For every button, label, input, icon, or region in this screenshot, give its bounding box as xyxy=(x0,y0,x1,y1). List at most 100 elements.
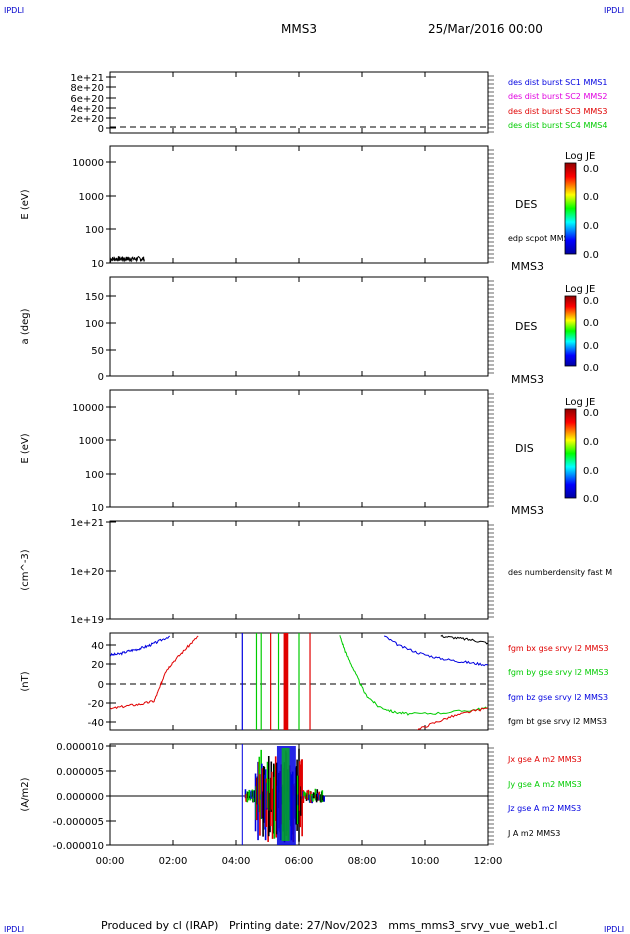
x-tick-label: 12:00 xyxy=(474,856,503,867)
y-tick-label: 100 xyxy=(85,225,104,236)
y-axis-label: (nT) xyxy=(20,671,31,691)
y-tick-label: 8e+20 xyxy=(70,83,104,94)
corner-label-br: IPDLI xyxy=(604,925,625,934)
colorbar-2 xyxy=(564,295,577,367)
y-tick-label: 10000 xyxy=(72,158,104,169)
y-tick-label: 0.000000 xyxy=(56,792,104,803)
overlay-label: edp scpot MMS3 xyxy=(508,234,574,243)
x-tick-label: 04:00 xyxy=(222,856,251,867)
y-tick-label: -20 xyxy=(88,699,104,710)
y-tick-label: 50 xyxy=(91,346,104,357)
colorbar-3 xyxy=(564,408,577,499)
current-core-block xyxy=(281,748,290,841)
y-tick-label: -0.000010 xyxy=(53,841,104,852)
y-tick-label: 0 xyxy=(98,680,104,691)
y-axis-label: a (deg) xyxy=(20,308,31,344)
y-tick-label: 40 xyxy=(91,641,104,652)
y-tick-label: 1e+21 xyxy=(70,518,104,529)
colorbar-tick-label: 0.0 xyxy=(583,192,599,203)
y-tick-label: 100 xyxy=(85,470,104,481)
colorbar-title: Log JE xyxy=(565,151,595,162)
legend-entry: Jz gse A m2 MMS3 xyxy=(507,804,581,813)
x-tick-label: 08:00 xyxy=(348,856,377,867)
instrument-label: DIS xyxy=(515,442,534,455)
spacecraft-label: MMS3 xyxy=(511,504,544,517)
legend-entry: J A m2 MMS3 xyxy=(507,829,560,838)
colorbar-tick-label: 0.0 xyxy=(583,318,599,329)
x-tick-label: 00:00 xyxy=(96,856,125,867)
y-axis-label: E (eV) xyxy=(20,433,31,463)
legend-entry: des dist burst SC1 MMS1 xyxy=(508,78,607,87)
field-series-3 xyxy=(440,634,488,645)
colorbar-tick-label: 0.0 xyxy=(583,341,599,352)
y-tick-label: 1e+20 xyxy=(70,567,104,578)
y-tick-label: 1000 xyxy=(79,192,104,203)
colorbar-title: Log JE xyxy=(565,397,595,408)
y-tick-label: 10 xyxy=(91,259,104,270)
y-tick-label: 100 xyxy=(85,319,104,330)
footer-produced-by: Produced by cl (IRAP) xyxy=(101,919,219,932)
x-tick-label: 06:00 xyxy=(285,856,314,867)
field-series-0 xyxy=(110,635,171,657)
legend-entry: des numberdensity fast M xyxy=(508,568,612,577)
instrument-label: DES xyxy=(515,320,537,333)
y-tick-label: 0 xyxy=(98,372,104,383)
field-series-2 xyxy=(383,635,488,667)
y-axis-label: E (eV) xyxy=(20,189,31,219)
instrument-label: DES xyxy=(515,198,537,211)
corner-label-bl: IPDLI xyxy=(4,925,25,934)
colorbar-tick-label: 0.0 xyxy=(583,250,599,261)
corner-label-tl: IPDLI xyxy=(4,6,25,15)
footer-plot-id: mms_mms3_srvy_vue_web1.cl xyxy=(388,919,558,932)
y-tick-label: 1000 xyxy=(79,436,104,447)
colorbar-tick-label: 0.0 xyxy=(583,363,599,374)
panel-frame-5 xyxy=(109,520,489,620)
x-tick-label: 02:00 xyxy=(159,856,188,867)
y-tick-label: 1e+21 xyxy=(70,73,104,84)
footer-printing-date: Printing date: 27/Nov/2023 xyxy=(228,919,378,932)
y-tick-label: -0.000005 xyxy=(53,817,104,828)
legend-entry: fgm bz gse srvy l2 MMS3 xyxy=(508,693,608,702)
y-tick-label: 10 xyxy=(91,503,104,514)
scpot-series xyxy=(109,255,145,263)
x-tick-label: 10:00 xyxy=(411,856,440,867)
y-tick-label: 10000 xyxy=(72,403,104,414)
legend-entry: fgm bx gse srvy l2 MMS3 xyxy=(508,644,609,653)
legend-entry: fgm bt gse srvy l2 MMS3 xyxy=(508,717,607,726)
panel-frame-3 xyxy=(109,276,489,377)
y-tick-label: 150 xyxy=(85,292,104,303)
y-tick-label: -40 xyxy=(88,718,104,729)
field-series-1 xyxy=(110,635,199,710)
panel-frame-1 xyxy=(109,71,489,134)
y-tick-label: 20 xyxy=(91,660,104,671)
legend-entry: des dist burst SC3 MMS3 xyxy=(508,107,607,116)
legend-entry: des dist burst SC2 MMS2 xyxy=(508,92,607,101)
y-tick-label: 1e+19 xyxy=(70,615,104,626)
legend-entry: Jy gse A m2 MMS3 xyxy=(507,780,582,789)
colorbar-tick-label: 0.0 xyxy=(583,437,599,448)
footer: Produced by cl (IRAP) Printing date: 27/… xyxy=(101,919,557,932)
colorbar-tick-label: 0.0 xyxy=(583,408,599,419)
legend-entry: fgm by gse srvy l2 MMS3 xyxy=(508,668,609,677)
legend-entry: Jx gse A m2 MMS3 xyxy=(507,755,582,764)
y-tick-label: 0.000010 xyxy=(56,742,104,753)
corner-label-tr: IPDLI xyxy=(604,6,625,15)
y-tick-label: 4e+20 xyxy=(70,104,104,115)
y-axis-label: (A/m2) xyxy=(20,777,31,811)
colorbar-tick-label: 0.0 xyxy=(583,164,599,175)
legend-entry: des dist burst SC4 MMS4 xyxy=(508,121,607,130)
y-axis-label: (cm^-3) xyxy=(20,549,31,590)
field-series-4 xyxy=(339,635,488,716)
colorbar-tick-label: 0.0 xyxy=(583,494,599,505)
y-tick-label: 2e+20 xyxy=(70,114,104,125)
spacecraft-label: MMS3 xyxy=(511,373,544,386)
field-series-5 xyxy=(415,707,488,730)
y-tick-label: 6e+20 xyxy=(70,94,104,105)
panel-frame-4 xyxy=(109,389,489,508)
colorbar-title: Log JE xyxy=(565,284,595,295)
spacecraft-label: MMS3 xyxy=(511,260,544,273)
date-title: 25/Mar/2016 00:00 xyxy=(428,22,543,36)
colorbar-tick-label: 0.0 xyxy=(583,466,599,477)
